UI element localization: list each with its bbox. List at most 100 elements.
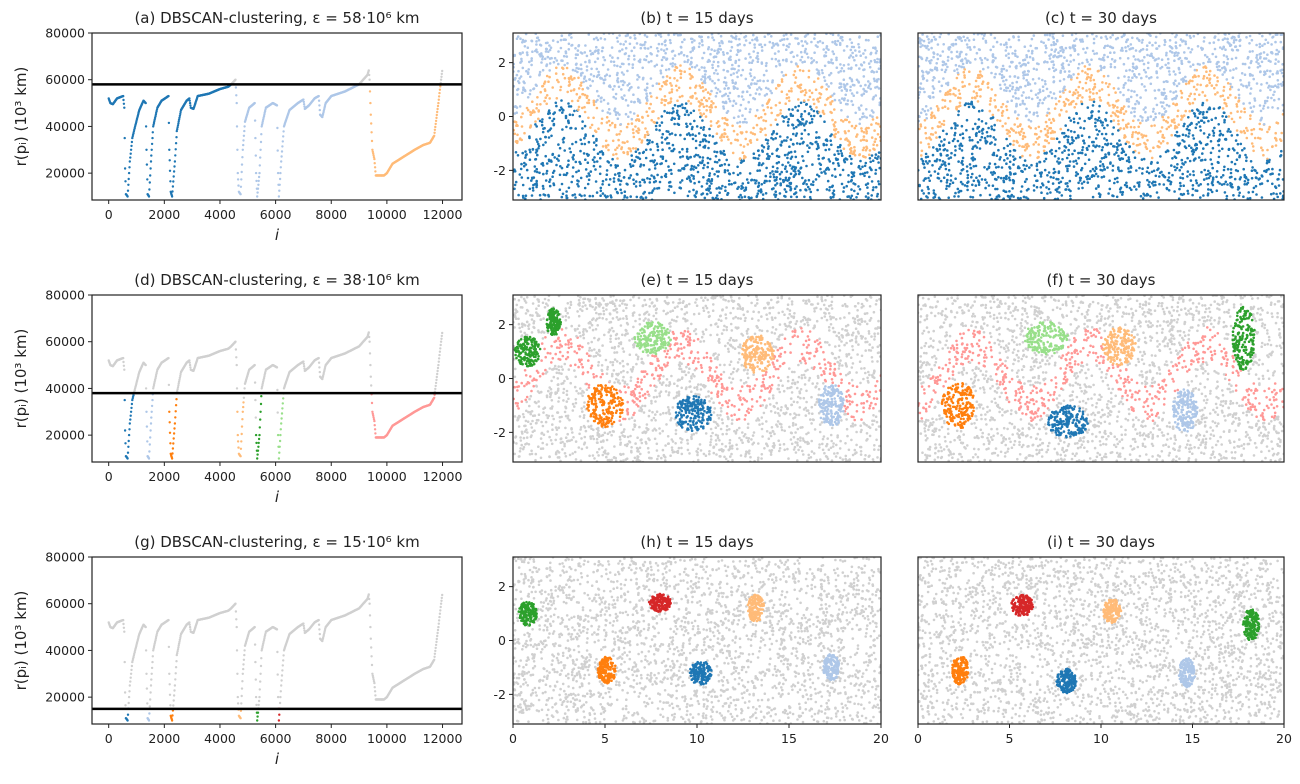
particle-point xyxy=(833,53,836,56)
particle-point xyxy=(992,56,995,59)
particle-point xyxy=(526,169,529,172)
particle-point xyxy=(995,166,998,169)
particle-point xyxy=(1061,158,1064,161)
particle-point xyxy=(717,51,720,54)
particle-point xyxy=(612,88,615,91)
particle-point xyxy=(975,165,978,168)
particle-point xyxy=(1162,140,1165,143)
particle-point xyxy=(1092,104,1095,107)
particle-point xyxy=(611,122,614,125)
particle-point xyxy=(841,89,844,92)
particle-point xyxy=(752,97,755,100)
particle-point xyxy=(1078,63,1081,66)
particle-point xyxy=(954,94,957,97)
particle-point xyxy=(928,95,931,98)
particle-point xyxy=(976,52,979,55)
particle-point xyxy=(760,190,763,193)
particle-point xyxy=(579,139,582,142)
particle-point xyxy=(596,160,599,163)
particle-point xyxy=(978,184,981,187)
particle-point xyxy=(690,112,693,115)
particle-point xyxy=(799,189,802,192)
particle-point xyxy=(540,54,543,57)
particle-point xyxy=(730,74,733,77)
particle-point xyxy=(762,193,765,196)
particle-point xyxy=(1212,147,1215,150)
particle-point xyxy=(801,56,804,59)
particle-point xyxy=(1040,191,1043,194)
particle-point xyxy=(591,124,594,127)
particle-point xyxy=(656,54,659,57)
particle-point xyxy=(1156,65,1159,68)
particle-point xyxy=(1117,87,1120,90)
particle-point xyxy=(599,194,602,197)
particle-point xyxy=(967,102,970,105)
particle-point xyxy=(721,42,724,45)
particle-point xyxy=(624,195,627,198)
particle-point xyxy=(1271,106,1274,109)
particle-point xyxy=(749,72,752,75)
particle-point xyxy=(1095,35,1098,38)
particle-point xyxy=(600,190,603,193)
particle-point xyxy=(639,184,642,187)
particle-point xyxy=(771,170,774,173)
particle-point xyxy=(720,35,723,38)
particle-point xyxy=(1132,120,1135,123)
particle-point xyxy=(1178,169,1181,172)
particle-point xyxy=(696,125,699,128)
particle-point xyxy=(830,82,833,85)
particle-point xyxy=(792,166,795,169)
particle-point xyxy=(600,37,603,40)
particle-point xyxy=(650,119,653,122)
particle-point xyxy=(817,147,820,150)
particle-point xyxy=(607,68,610,71)
particle-point xyxy=(1163,137,1166,140)
particle-point xyxy=(652,85,655,88)
particle-point xyxy=(1143,158,1146,161)
particle-point xyxy=(730,142,733,145)
particle-point xyxy=(759,131,762,134)
particle-point xyxy=(575,63,578,66)
particle-point xyxy=(771,153,774,156)
particle-point xyxy=(1203,121,1206,124)
particle-point xyxy=(788,43,791,46)
particle-point xyxy=(580,63,583,66)
particle-point xyxy=(739,172,742,175)
particle-point xyxy=(811,163,814,166)
particle-point xyxy=(1173,82,1176,85)
particle-point xyxy=(546,162,549,165)
particle-point xyxy=(1277,178,1280,181)
particle-point xyxy=(1086,47,1089,50)
particle-point xyxy=(1022,164,1025,167)
particle-point xyxy=(592,135,595,138)
particle-point xyxy=(975,80,978,83)
particle-point xyxy=(1206,77,1209,80)
particle-point xyxy=(529,188,532,191)
particle-point xyxy=(658,129,661,132)
particle-point xyxy=(784,195,787,198)
particle-point xyxy=(813,80,816,83)
particle-point xyxy=(623,94,626,97)
particle-point xyxy=(858,46,861,49)
particle-point xyxy=(1254,99,1257,102)
particle-point xyxy=(1241,72,1244,75)
particle-point xyxy=(595,138,598,141)
particle-point xyxy=(690,75,693,78)
particle-point xyxy=(1018,62,1021,65)
particle-point xyxy=(1191,48,1194,51)
particle-point xyxy=(1238,40,1241,43)
particle-point xyxy=(866,140,869,143)
particle-point xyxy=(765,180,768,183)
particle-point xyxy=(936,149,939,152)
particle-point xyxy=(1085,89,1088,92)
particle-point xyxy=(636,173,639,176)
particle-point xyxy=(990,97,993,100)
particle-point xyxy=(664,39,667,42)
particle-point xyxy=(975,184,978,187)
particle-point xyxy=(797,109,800,112)
particle-point xyxy=(1195,123,1198,126)
particle-point xyxy=(871,70,874,73)
particle-point xyxy=(1266,149,1269,152)
particle-point xyxy=(1188,144,1191,147)
particle-point xyxy=(787,161,790,164)
